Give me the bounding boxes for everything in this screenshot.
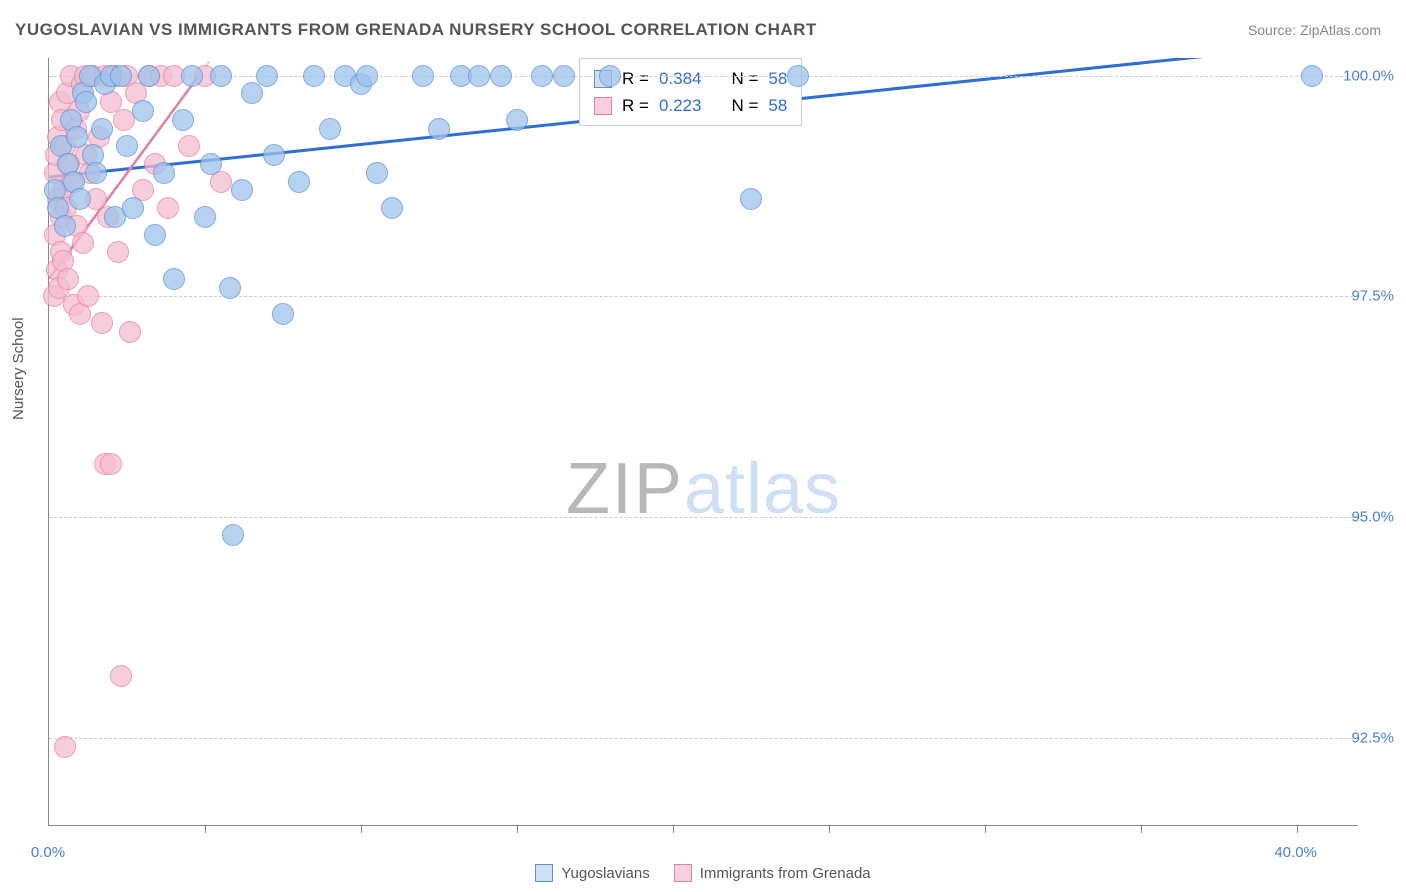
scatter-point-grenada xyxy=(107,241,129,263)
legend-item-yugoslavians: Yugoslavians xyxy=(535,864,649,882)
scatter-point-yugoslavians xyxy=(181,65,203,87)
scatter-point-yugoslavians xyxy=(553,65,575,87)
scatter-point-yugoslavians xyxy=(366,162,388,184)
scatter-point-yugoslavians xyxy=(288,171,310,193)
scatter-point-yugoslavians xyxy=(531,65,553,87)
legend-swatch-yugoslavians xyxy=(535,864,553,882)
scatter-point-yugoslavians xyxy=(263,144,285,166)
scatter-point-yugoslavians xyxy=(200,153,222,175)
chart-title: YUGOSLAVIAN VS IMMIGRANTS FROM GRENADA N… xyxy=(15,20,817,40)
scatter-point-grenada xyxy=(77,285,99,307)
scatter-point-grenada xyxy=(110,665,132,687)
scatter-point-yugoslavians xyxy=(319,118,341,140)
x-tick-mark xyxy=(1141,825,1142,833)
scatter-point-yugoslavians xyxy=(1301,65,1323,87)
scatter-point-yugoslavians xyxy=(231,179,253,201)
scatter-point-yugoslavians xyxy=(272,303,294,325)
scatter-point-grenada xyxy=(54,736,76,758)
scatter-point-yugoslavians xyxy=(219,277,241,299)
x-tick-label: 0.0% xyxy=(31,844,65,861)
r-label: R = xyxy=(622,65,649,92)
scatter-point-yugoslavians xyxy=(599,65,621,87)
scatter-point-yugoslavians xyxy=(468,65,490,87)
scatter-point-yugoslavians xyxy=(122,197,144,219)
scatter-point-yugoslavians xyxy=(210,65,232,87)
scatter-point-yugoslavians xyxy=(69,188,91,210)
scatter-point-yugoslavians xyxy=(110,65,132,87)
x-tick-mark xyxy=(205,825,206,833)
legend-label: Immigrants from Grenada xyxy=(700,865,871,882)
x-tick-mark xyxy=(1297,825,1298,833)
scatter-point-grenada xyxy=(91,312,113,334)
scatter-point-grenada xyxy=(57,268,79,290)
scatter-point-yugoslavians xyxy=(428,118,450,140)
y-tick-label: 100.0% xyxy=(1343,67,1394,84)
n-label: N = xyxy=(731,92,758,119)
swatch-grenada xyxy=(594,97,612,115)
scatter-point-yugoslavians xyxy=(740,188,762,210)
scatter-point-yugoslavians xyxy=(144,224,166,246)
grid-line-horizontal xyxy=(49,76,1358,77)
scatter-point-yugoslavians xyxy=(381,197,403,219)
stats-row-grenada: R = 0.223 N = 58 xyxy=(594,92,787,119)
scatter-point-grenada xyxy=(100,453,122,475)
x-tick-label: 40.0% xyxy=(1274,844,1317,861)
scatter-point-yugoslavians xyxy=(356,65,378,87)
x-tick-mark xyxy=(985,825,986,833)
grid-line-horizontal xyxy=(49,517,1358,518)
scatter-point-yugoslavians xyxy=(75,91,97,113)
scatter-point-yugoslavians xyxy=(787,65,809,87)
x-tick-mark xyxy=(673,825,674,833)
x-tick-mark xyxy=(517,825,518,833)
y-tick-label: 97.5% xyxy=(1351,288,1394,305)
x-tick-mark xyxy=(361,825,362,833)
scatter-point-yugoslavians xyxy=(506,109,528,131)
scatter-point-yugoslavians xyxy=(172,109,194,131)
x-tick-mark xyxy=(829,825,830,833)
r-label: R = xyxy=(622,92,649,119)
stats-row-yugoslavians: R = 0.384 N = 58 xyxy=(594,65,787,92)
legend-label: Yugoslavians xyxy=(561,865,649,882)
scatter-point-yugoslavians xyxy=(91,118,113,140)
legend-item-grenada: Immigrants from Grenada xyxy=(674,864,871,882)
n-value: 58 xyxy=(768,65,787,92)
n-label: N = xyxy=(731,65,758,92)
scatter-point-yugoslavians xyxy=(153,162,175,184)
scatter-point-yugoslavians xyxy=(132,100,154,122)
scatter-point-yugoslavians xyxy=(412,65,434,87)
scatter-point-grenada xyxy=(119,321,141,343)
scatter-point-yugoslavians xyxy=(222,524,244,546)
y-tick-label: 92.5% xyxy=(1351,729,1394,746)
scatter-point-yugoslavians xyxy=(163,268,185,290)
source-attribution: Source: ZipAtlas.com xyxy=(1248,22,1381,38)
scatter-point-yugoslavians xyxy=(138,65,160,87)
grid-line-horizontal xyxy=(49,296,1358,297)
scatter-point-grenada xyxy=(178,135,200,157)
r-value: 0.223 xyxy=(659,92,702,119)
scatter-point-yugoslavians xyxy=(54,215,76,237)
scatter-point-yugoslavians xyxy=(116,135,138,157)
r-value: 0.384 xyxy=(659,65,702,92)
legend-swatch-grenada xyxy=(674,864,692,882)
scatter-point-yugoslavians xyxy=(490,65,512,87)
scatter-point-yugoslavians xyxy=(303,65,325,87)
grid-line-horizontal xyxy=(49,738,1358,739)
scatter-point-grenada xyxy=(72,232,94,254)
y-tick-label: 95.0% xyxy=(1351,509,1394,526)
scatter-point-yugoslavians xyxy=(256,65,278,87)
trend-lines-layer xyxy=(49,58,1358,825)
scatter-point-grenada xyxy=(157,197,179,219)
scatter-point-yugoslavians xyxy=(241,82,263,104)
scatter-plot-area: ZIPatlas R =0.384N =58R =0.223N =58 xyxy=(48,58,1358,826)
scatter-point-yugoslavians xyxy=(194,206,216,228)
n-value: 58 xyxy=(768,92,787,119)
legend: Yugoslavians Immigrants from Grenada xyxy=(0,864,1406,886)
scatter-point-yugoslavians xyxy=(66,126,88,148)
y-axis-label: Nursery School xyxy=(10,317,27,420)
scatter-point-yugoslavians xyxy=(85,162,107,184)
